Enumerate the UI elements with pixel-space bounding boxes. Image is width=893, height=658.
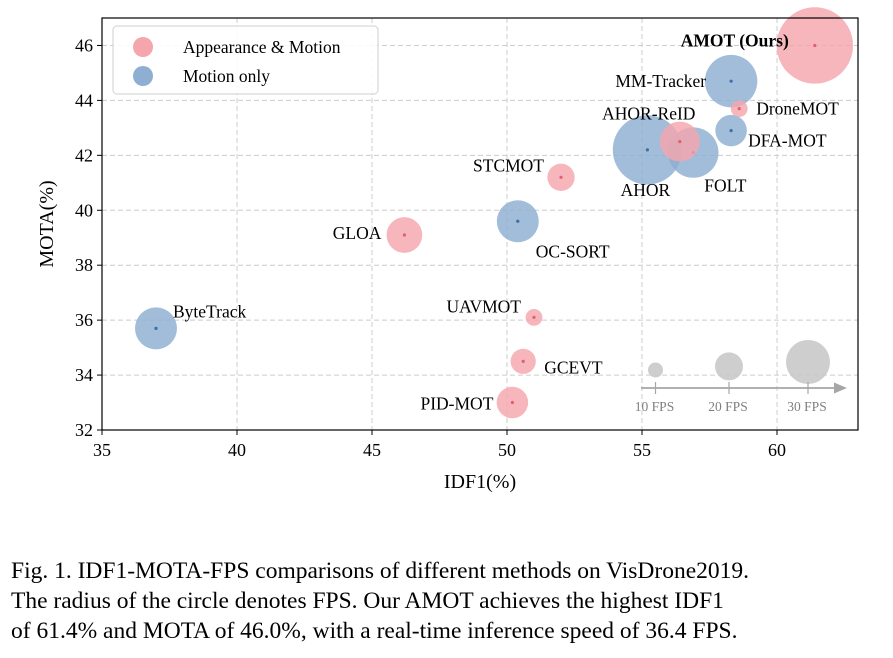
bubble-center [521,359,525,363]
x-tick-label: 60 [768,440,786,460]
x-axis-label: IDF1(%) [444,471,516,493]
legend-label: Appearance & Motion [183,37,341,57]
bubble-center [737,107,741,111]
point-label: STCMOT [473,155,544,175]
x-tick-label: 45 [363,440,381,460]
legend-marker [133,66,153,86]
y-tick-label: 34 [75,365,93,385]
bubble-center [510,400,514,405]
point-label: MM-Tracker [615,71,706,91]
caption-line: The radius of the circle denotes FPS. Ou… [11,588,724,614]
figure-caption: Fig. 1. IDF1-MOTA-FPS comparisons of dif… [11,556,889,646]
y-tick-label: 42 [75,145,93,165]
point-label: ByteTrack [173,301,246,321]
legend-label: Motion only [183,66,270,86]
point-label: DFA-MOT [748,131,827,151]
legend: Appearance & Motion Motion only [112,25,379,95]
fps-arrow-head [834,382,847,394]
x-tick-label: 50 [498,440,516,460]
data-points [135,7,854,419]
caption-line: of 61.4% and MOTA of 46.0%, with a real-… [11,618,738,644]
legend-box [112,25,379,95]
point-label: GLOA [333,223,382,243]
fps-reference-label: 20 FPS [708,399,747,414]
bubble-center [154,326,158,330]
bubble-center [645,148,650,152]
point-label: GCEVT [544,357,603,377]
fps-reference-circle [715,352,743,381]
point-label: PID-MOT [420,394,493,414]
scatter-chart: 10 FPS 20 FPS 30 FPS AMOT (Ours) MM-Tracker… [36,7,859,493]
bubble-center [678,140,682,144]
bubble-center [813,43,817,48]
bubble-center [532,315,536,319]
bubble-center [729,79,733,83]
y-tick-label: 46 [75,35,93,55]
point-label: AMOT (Ours) [681,30,789,50]
point-label: OC-SORT [536,241,610,261]
plot-frame [101,17,859,431]
y-tick-label: 36 [75,310,93,330]
x-tick-label: 40 [228,440,246,460]
point-label: UAVMOT [446,296,521,316]
fps-reference: 10 FPS 20 FPS 30 FPS [635,340,847,414]
y-tick-label: 40 [75,200,93,220]
point-label: FOLT [704,176,746,196]
bubble-center [402,233,406,237]
y-tick-label: 44 [75,90,93,110]
fps-reference-label: 30 FPS [787,399,826,414]
bubble-center [516,219,520,223]
caption-line: Fig. 1. IDF1-MOTA-FPS comparisons of dif… [11,558,750,584]
x-tick-label: 55 [633,440,651,460]
fps-reference-circle [786,340,830,384]
y-axis-label: MOTA(%) [36,180,58,267]
fps-reference-circle [648,362,663,378]
legend-marker [133,37,153,57]
axis-ticks: 35 40 45 50 55 60 32 34 36 38 40 42 44 46 [75,35,786,460]
point-label: AHOR [621,180,671,200]
y-tick-label: 32 [75,420,93,440]
x-tick-label: 35 [93,440,111,460]
point-label: AHOR-ReID [602,104,695,124]
bubble-center [559,175,563,179]
y-tick-label: 38 [75,255,93,275]
point-label: DroneMOT [756,99,839,119]
bubble-center [729,129,733,133]
fps-reference-label: 10 FPS [635,399,674,414]
point-labels: AMOT (Ours) MM-Tracker DroneMOT DFA-MOT AHOR… [173,30,839,413]
